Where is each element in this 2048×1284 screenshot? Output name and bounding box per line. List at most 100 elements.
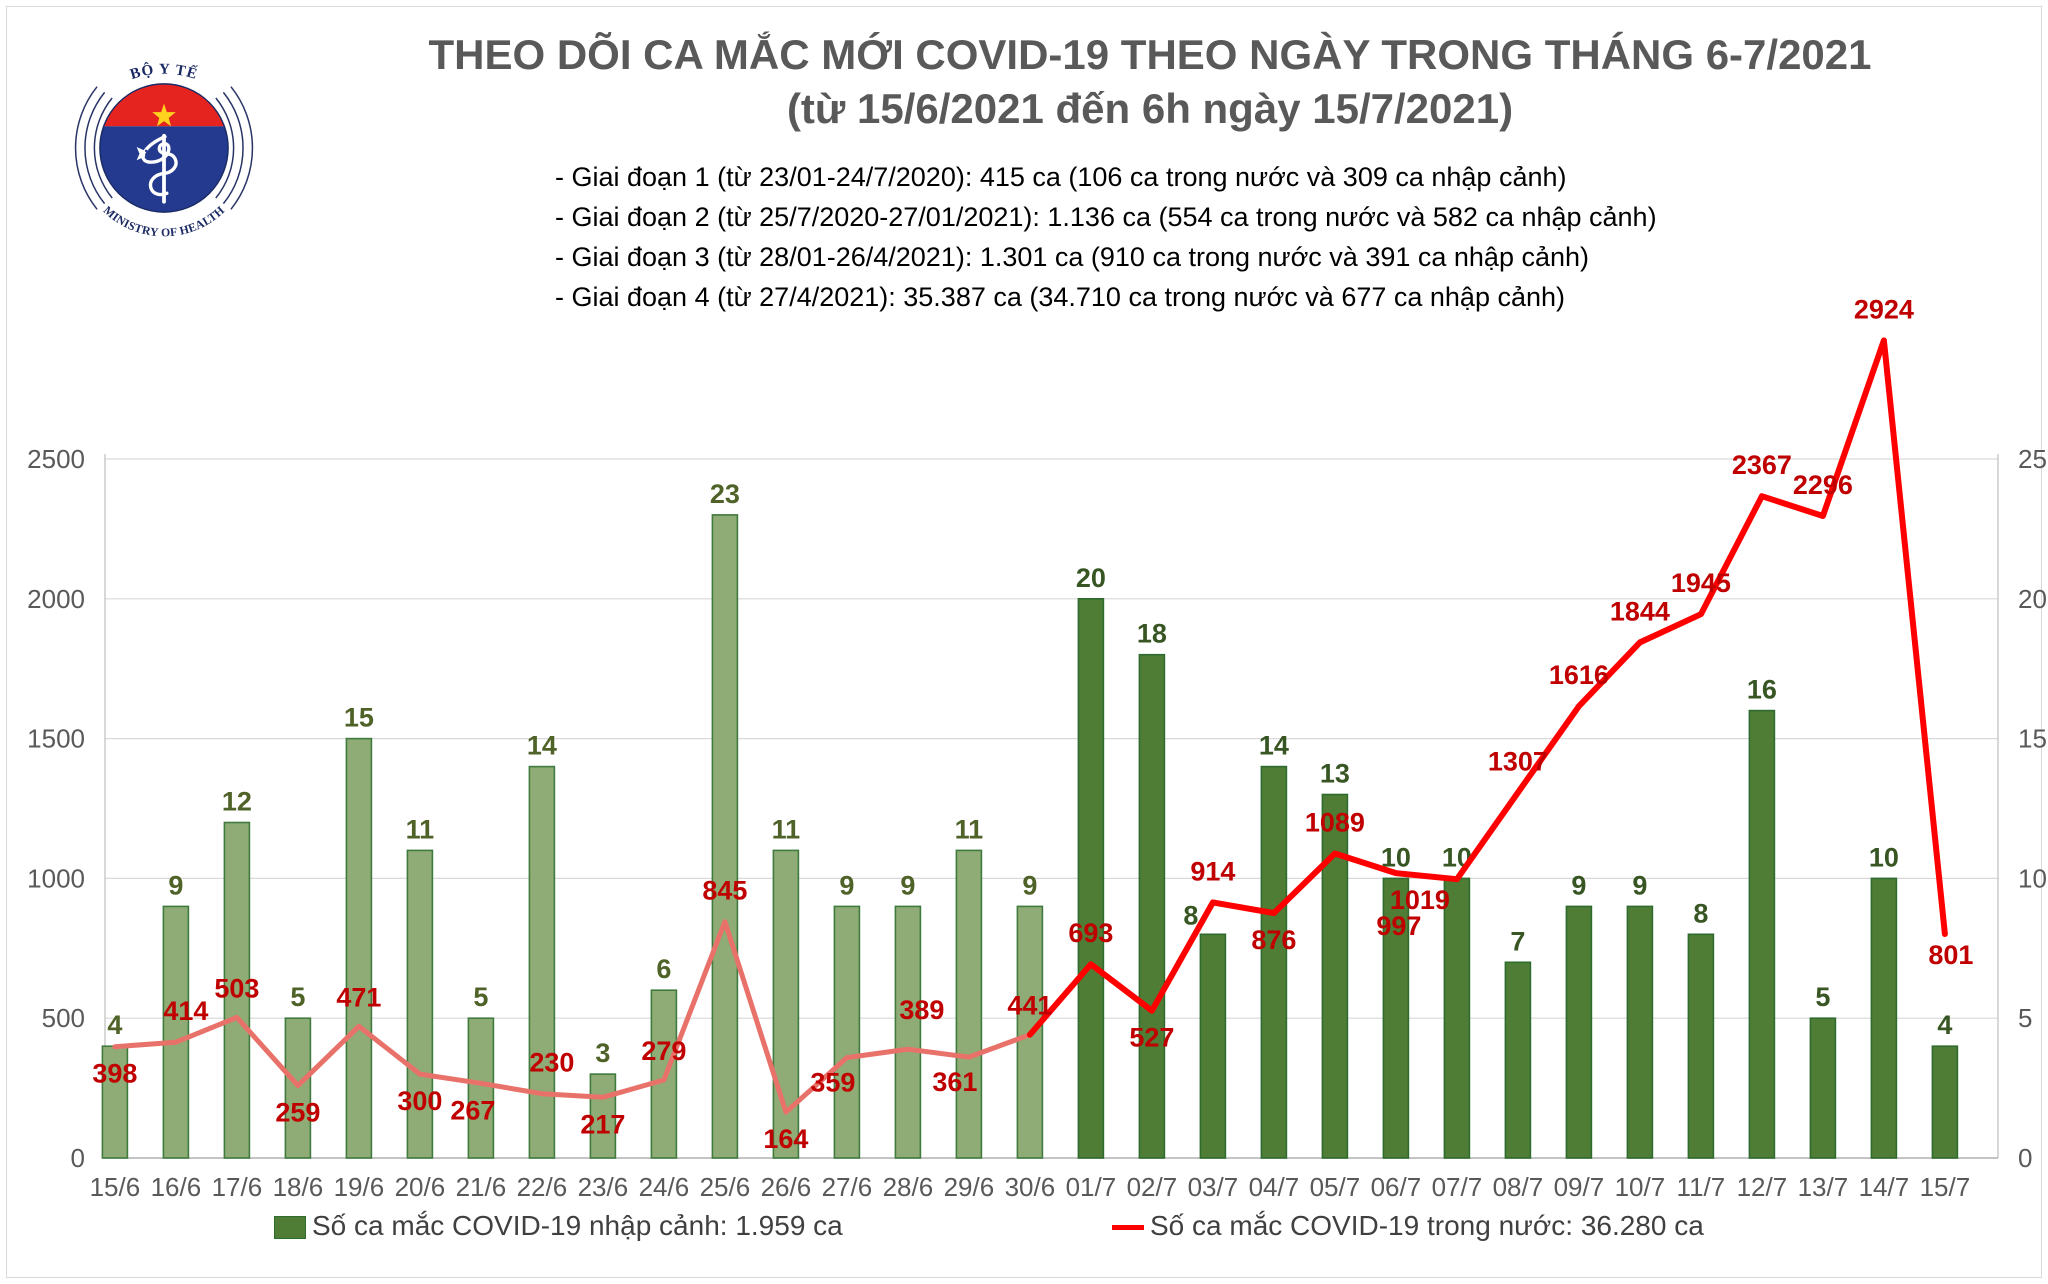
- svg-text:4: 4: [1937, 1010, 1952, 1040]
- svg-text:361: 361: [932, 1067, 977, 1097]
- svg-text:845: 845: [702, 876, 747, 906]
- svg-text:9: 9: [839, 870, 854, 900]
- svg-text:12: 12: [222, 787, 252, 817]
- svg-text:12/7: 12/7: [1737, 1172, 1788, 1202]
- svg-text:19/6: 19/6: [334, 1172, 385, 1202]
- svg-text:10: 10: [2018, 863, 2047, 893]
- svg-text:389: 389: [899, 995, 944, 1025]
- svg-text:08/7: 08/7: [1493, 1172, 1544, 1202]
- svg-text:9: 9: [900, 870, 915, 900]
- svg-text:997: 997: [1376, 911, 1421, 941]
- svg-text:29/6: 29/6: [944, 1172, 995, 1202]
- svg-text:267: 267: [450, 1095, 495, 1125]
- svg-text:1500: 1500: [27, 724, 85, 754]
- svg-text:9: 9: [168, 870, 183, 900]
- svg-text:07/7: 07/7: [1432, 1172, 1483, 1202]
- svg-text:3: 3: [595, 1038, 610, 1068]
- svg-text:25: 25: [2018, 444, 2047, 474]
- svg-text:1844: 1844: [1610, 596, 1670, 626]
- svg-text:21/6: 21/6: [456, 1172, 507, 1202]
- svg-text:26/6: 26/6: [761, 1172, 812, 1202]
- svg-text:9: 9: [1632, 870, 1647, 900]
- svg-text:5: 5: [290, 982, 305, 1012]
- svg-text:471: 471: [336, 982, 381, 1012]
- svg-text:914: 914: [1190, 856, 1235, 886]
- svg-text:279: 279: [641, 1036, 686, 1066]
- svg-text:414: 414: [163, 996, 208, 1026]
- svg-text:14/7: 14/7: [1859, 1172, 1910, 1202]
- svg-text:801: 801: [1928, 940, 1973, 970]
- svg-text:359: 359: [810, 1068, 855, 1098]
- svg-text:15: 15: [2018, 724, 2047, 754]
- svg-text:9: 9: [1571, 870, 1586, 900]
- svg-text:28/6: 28/6: [883, 1172, 934, 1202]
- svg-text:5: 5: [2018, 1003, 2032, 1033]
- svg-text:876: 876: [1251, 925, 1296, 955]
- svg-text:15/6: 15/6: [90, 1172, 141, 1202]
- svg-text:503: 503: [214, 973, 259, 1003]
- svg-text:25/6: 25/6: [700, 1172, 751, 1202]
- svg-text:300: 300: [397, 1086, 442, 1116]
- svg-text:20/6: 20/6: [395, 1172, 446, 1202]
- svg-text:0: 0: [2018, 1143, 2032, 1173]
- svg-text:398: 398: [92, 1059, 137, 1089]
- svg-text:13: 13: [1320, 759, 1350, 789]
- svg-text:11/7: 11/7: [1677, 1172, 1726, 1202]
- svg-text:217: 217: [580, 1109, 625, 1139]
- svg-text:500: 500: [42, 1003, 85, 1033]
- svg-text:2500: 2500: [27, 444, 85, 474]
- svg-text:4: 4: [107, 1010, 122, 1040]
- svg-text:14: 14: [527, 731, 557, 761]
- svg-text:23: 23: [710, 479, 740, 509]
- svg-text:20: 20: [1076, 563, 1106, 593]
- svg-text:1000: 1000: [27, 863, 85, 893]
- svg-text:2296: 2296: [1793, 470, 1853, 500]
- svg-text:16: 16: [1747, 675, 1777, 705]
- svg-text:30/6: 30/6: [1005, 1172, 1056, 1202]
- svg-text:18: 18: [1137, 619, 1167, 649]
- svg-text:22/6: 22/6: [517, 1172, 568, 1202]
- svg-text:02/7: 02/7: [1127, 1172, 1178, 1202]
- svg-text:17/6: 17/6: [212, 1172, 263, 1202]
- svg-text:01/7: 01/7: [1066, 1172, 1117, 1202]
- svg-text:441: 441: [1007, 991, 1052, 1021]
- svg-text:20: 20: [2018, 584, 2047, 614]
- svg-text:27/6: 27/6: [822, 1172, 873, 1202]
- svg-text:9: 9: [1022, 870, 1037, 900]
- svg-text:164: 164: [763, 1124, 808, 1154]
- svg-text:0: 0: [71, 1143, 85, 1173]
- svg-text:10: 10: [1869, 842, 1899, 872]
- svg-text:24/6: 24/6: [639, 1172, 690, 1202]
- svg-text:16/6: 16/6: [151, 1172, 202, 1202]
- svg-text:03/7: 03/7: [1188, 1172, 1239, 1202]
- svg-text:527: 527: [1129, 1023, 1174, 1053]
- svg-text:10/7: 10/7: [1615, 1172, 1666, 1202]
- svg-text:06/7: 06/7: [1371, 1172, 1422, 1202]
- svg-text:18/6: 18/6: [273, 1172, 324, 1202]
- svg-text:8: 8: [1183, 900, 1198, 930]
- svg-text:14: 14: [1259, 731, 1289, 761]
- svg-text:04/7: 04/7: [1249, 1172, 1300, 1202]
- svg-text:2367: 2367: [1732, 450, 1792, 480]
- svg-text:259: 259: [275, 1098, 320, 1128]
- svg-text:693: 693: [1068, 918, 1113, 948]
- svg-text:15/7: 15/7: [1920, 1172, 1971, 1202]
- svg-text:1089: 1089: [1305, 808, 1365, 838]
- svg-text:1616: 1616: [1549, 660, 1609, 690]
- svg-text:05/7: 05/7: [1310, 1172, 1361, 1202]
- svg-text:13/7: 13/7: [1798, 1172, 1849, 1202]
- svg-text:11: 11: [406, 814, 435, 844]
- svg-text:11: 11: [772, 814, 801, 844]
- svg-text:15: 15: [344, 703, 374, 733]
- svg-text:23/6: 23/6: [578, 1172, 629, 1202]
- svg-text:11: 11: [955, 814, 984, 844]
- svg-text:1945: 1945: [1671, 568, 1731, 598]
- svg-text:5: 5: [1815, 982, 1830, 1012]
- svg-text:6: 6: [656, 954, 671, 984]
- svg-text:7: 7: [1510, 926, 1525, 956]
- svg-text:2000: 2000: [27, 584, 85, 614]
- svg-text:230: 230: [529, 1048, 574, 1078]
- svg-text:5: 5: [473, 982, 488, 1012]
- svg-text:8: 8: [1693, 898, 1708, 928]
- svg-text:1307: 1307: [1488, 747, 1548, 777]
